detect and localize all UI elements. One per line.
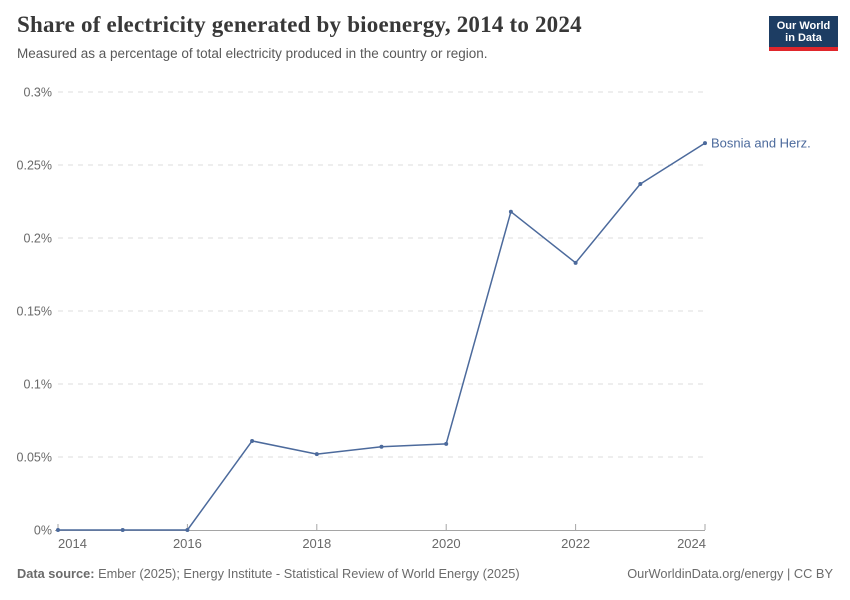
y-tick-label: 0.25% xyxy=(17,159,52,173)
credit-link: OurWorldinData.org/energy | CC BY xyxy=(627,566,833,581)
owid-logo-text-line2: in Data xyxy=(785,31,822,44)
x-tick-label: 2024 xyxy=(677,536,706,551)
data-point-marker[interactable] xyxy=(703,141,707,146)
data-point-marker[interactable] xyxy=(314,452,319,457)
owid-logo-text-line1: Our World xyxy=(776,19,831,32)
chart-subtitle: Measured as a percentage of total electr… xyxy=(17,46,488,61)
x-tick-label: 2018 xyxy=(302,536,331,551)
line-chart[interactable]: 0% 0.05% 0.1% 0.15% 0.2% 0.25% 0.3% 2014 2016 201… xyxy=(0,78,850,558)
x-tick-label: 2014 xyxy=(58,536,87,551)
chart-header: Share of electricity generated by bioene… xyxy=(17,12,833,61)
data-point-marker[interactable] xyxy=(56,528,60,532)
chart-footer: Data source: Ember (2025); Energy Instit… xyxy=(17,566,833,581)
data-source-note: Data source: Ember (2025); Energy Instit… xyxy=(17,566,520,581)
data-source-text: Ember (2025); Energy Institute - Statist… xyxy=(94,566,520,581)
owid-logo[interactable]: Our World in Data xyxy=(769,16,838,51)
data-point-marker[interactable] xyxy=(508,209,513,214)
page-title: Share of electricity generated by bioene… xyxy=(17,12,582,37)
data-point-marker[interactable] xyxy=(185,528,190,532)
y-tick-label: 0.2% xyxy=(24,232,53,246)
data-source-label: Data source: xyxy=(17,566,95,581)
x-tick-label: 2022 xyxy=(561,536,590,551)
y-tick-label: 0.15% xyxy=(17,305,52,319)
data-point-marker[interactable] xyxy=(638,181,643,186)
data-point-marker[interactable] xyxy=(444,441,449,446)
y-tick-label: 0.05% xyxy=(17,451,52,465)
data-point-marker[interactable] xyxy=(120,528,125,532)
data-point-marker[interactable] xyxy=(573,260,578,265)
data-point-marker[interactable] xyxy=(379,444,384,449)
x-tick-label: 2020 xyxy=(432,536,461,551)
y-tick-label: 0% xyxy=(34,524,52,538)
data-point-marker[interactable] xyxy=(250,438,255,443)
series-end-label[interactable]: Bosnia and Herz. xyxy=(711,136,811,151)
series-line[interactable] xyxy=(57,142,706,531)
y-tick-label: 0.3% xyxy=(24,86,53,100)
owid-logo-box: Our World in Data xyxy=(769,16,838,51)
y-tick-label: 0.1% xyxy=(24,378,53,392)
x-tick-label: 2016 xyxy=(173,536,202,551)
